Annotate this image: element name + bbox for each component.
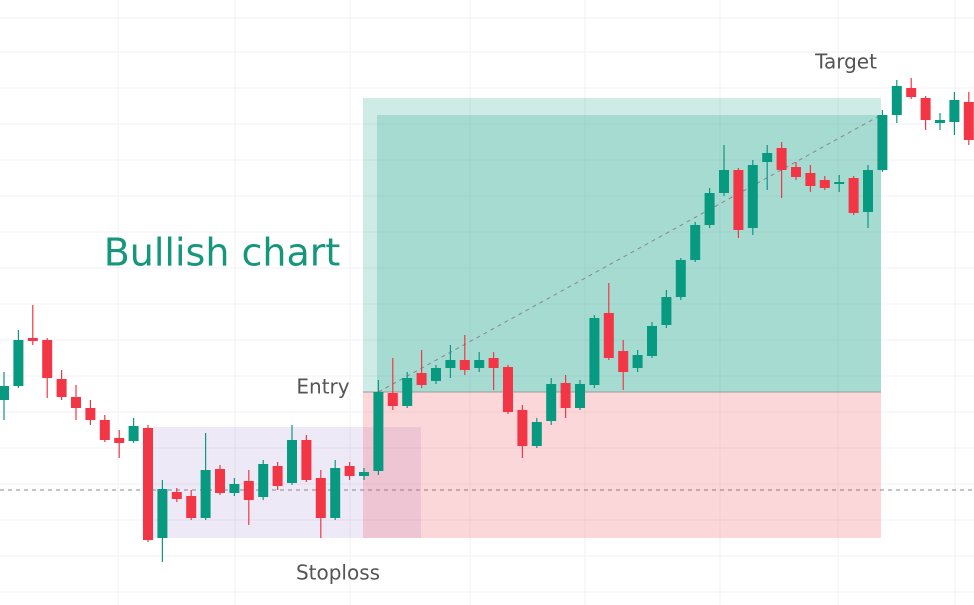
candle-body	[560, 383, 571, 408]
candle-body	[13, 340, 24, 386]
candle-body	[906, 88, 917, 97]
candle-body	[373, 392, 384, 471]
candle-body	[416, 373, 427, 385]
candle-body	[891, 86, 902, 115]
candle-body	[963, 102, 974, 140]
candle-body	[762, 153, 773, 162]
candle-body	[805, 173, 816, 186]
candle-body	[301, 440, 312, 480]
candle-body	[402, 378, 413, 406]
candle-body	[114, 438, 125, 443]
candle-body	[618, 351, 629, 372]
candle-body	[733, 170, 744, 230]
candle-body	[503, 367, 513, 412]
profit-zone	[363, 98, 881, 392]
candle-body	[834, 182, 845, 184]
candle-body	[675, 260, 686, 297]
candle-body	[186, 496, 197, 518]
candle-body	[531, 422, 542, 446]
candle-body	[603, 313, 614, 358]
candle-body	[71, 397, 81, 408]
candle-body	[589, 318, 600, 385]
candle-body	[157, 489, 168, 538]
candle-body	[647, 326, 657, 356]
target-label: Target	[814, 50, 877, 74]
candle-body	[661, 297, 672, 325]
candle-body	[27, 338, 38, 341]
candle-body	[431, 368, 441, 381]
entry-label: Entry	[296, 375, 349, 399]
candle-body	[575, 384, 585, 408]
candle-body	[776, 148, 787, 170]
candle-body	[85, 408, 96, 420]
candle-body	[99, 420, 110, 440]
candle-body	[215, 469, 225, 493]
candle-body	[128, 426, 139, 441]
candle-body	[42, 340, 53, 378]
candle-body	[747, 165, 758, 228]
candle-body	[330, 468, 341, 518]
candle-body	[445, 360, 456, 368]
candle-body	[344, 466, 355, 476]
candle-body	[200, 470, 211, 518]
candle-body	[0, 386, 9, 400]
candle-body	[848, 178, 859, 213]
candle-body	[315, 478, 326, 518]
candle-body	[863, 170, 873, 212]
candle-body	[488, 358, 499, 368]
loss-zone	[363, 392, 881, 538]
candle-body	[690, 225, 701, 260]
candle-body	[143, 428, 153, 540]
candle-body	[474, 360, 485, 368]
candle-body	[920, 98, 931, 120]
candle-body	[387, 393, 398, 406]
candle-body	[258, 464, 269, 497]
candle-body	[459, 360, 470, 370]
candle-body	[949, 100, 960, 122]
candle-body	[243, 481, 254, 500]
candle-body	[171, 492, 182, 499]
candle-body	[819, 180, 830, 188]
candle-body	[359, 472, 369, 476]
candle-body	[56, 379, 67, 397]
candle-body	[229, 484, 240, 493]
candle-body	[935, 120, 945, 123]
stoploss-label: Stoploss	[296, 561, 380, 585]
candle-body	[632, 355, 643, 368]
profit-zone-inner	[377, 115, 881, 392]
candle-body	[791, 167, 801, 177]
candle-body	[877, 115, 888, 170]
candle-body	[517, 410, 528, 446]
candle-body	[272, 466, 283, 486]
candle-body	[546, 384, 557, 421]
chart-title: Bullish chart	[104, 231, 341, 275]
candle-body	[287, 440, 297, 483]
candle-body	[719, 170, 729, 193]
candle-body	[704, 193, 715, 225]
